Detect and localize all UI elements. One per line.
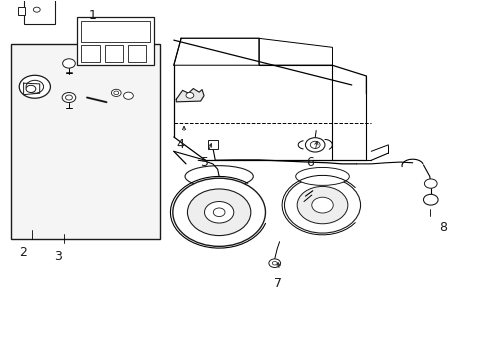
Polygon shape: [23, 83, 40, 95]
Circle shape: [284, 177, 360, 233]
Circle shape: [33, 7, 40, 12]
Circle shape: [26, 85, 36, 93]
Text: 8: 8: [438, 221, 446, 234]
Circle shape: [204, 202, 233, 223]
Bar: [104, 45, 123, 62]
Circle shape: [272, 261, 277, 265]
Circle shape: [310, 141, 320, 148]
Polygon shape: [173, 39, 259, 65]
Circle shape: [62, 93, 76, 103]
Circle shape: [111, 89, 121, 96]
Circle shape: [62, 59, 75, 68]
Bar: [81, 21, 150, 42]
Ellipse shape: [184, 166, 253, 187]
Bar: [77, 17, 154, 65]
Circle shape: [172, 178, 265, 246]
Circle shape: [26, 80, 43, 93]
Text: 5: 5: [200, 156, 208, 169]
Text: 7: 7: [273, 277, 281, 290]
Bar: [128, 45, 146, 62]
Circle shape: [423, 194, 437, 205]
Bar: [207, 140, 217, 149]
Text: 6: 6: [306, 156, 314, 168]
Circle shape: [185, 93, 193, 98]
Circle shape: [297, 186, 347, 224]
Polygon shape: [176, 89, 203, 102]
Text: 1: 1: [88, 9, 96, 22]
Text: 3: 3: [54, 250, 62, 263]
Text: 2: 2: [19, 246, 26, 259]
Circle shape: [213, 208, 224, 217]
Circle shape: [311, 197, 332, 213]
Circle shape: [268, 259, 280, 267]
Circle shape: [19, 75, 50, 98]
Text: 4: 4: [176, 138, 183, 151]
Bar: [81, 45, 100, 62]
Circle shape: [424, 179, 436, 188]
Circle shape: [65, 95, 72, 100]
Circle shape: [305, 138, 325, 152]
Circle shape: [187, 189, 250, 235]
Bar: [11, 44, 160, 239]
Bar: [23, 0, 55, 24]
Circle shape: [123, 92, 133, 99]
Circle shape: [114, 91, 119, 95]
Bar: [18, 7, 24, 15]
Ellipse shape: [295, 167, 348, 185]
